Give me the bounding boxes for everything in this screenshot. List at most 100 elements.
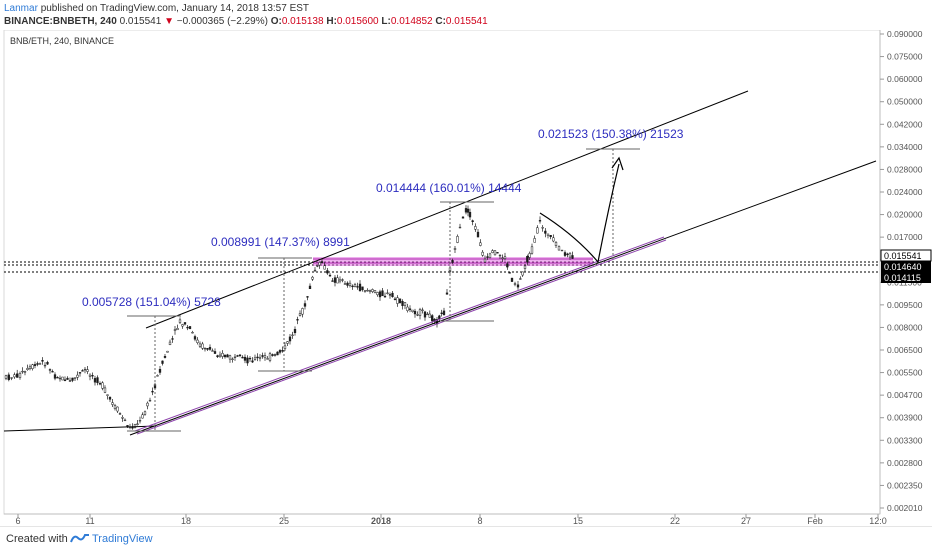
candle-body (438, 315, 441, 319)
candle-body (93, 378, 97, 383)
candle-body (557, 246, 561, 251)
price-chart[interactable]: BNB/ETH, 240, BINANCE 0.090000 0.075000 0.… (0, 30, 932, 526)
candle-body (560, 249, 564, 252)
purple-channel-line-1[interactable] (134, 236, 665, 432)
measure-4[interactable] (586, 148, 640, 262)
candle-body (126, 425, 129, 427)
candle-body (218, 354, 222, 357)
candle-body (468, 211, 472, 218)
measure-3[interactable] (440, 201, 494, 322)
candle-body (373, 290, 377, 293)
candle-body (533, 238, 536, 243)
annotation-2[interactable]: 0.008991 (147.37%) 8991 (211, 235, 350, 249)
candle-body (61, 376, 64, 381)
candle-body (101, 382, 104, 389)
candle-body (208, 347, 212, 350)
lower-base-line[interactable] (3, 425, 157, 432)
candle-body (301, 308, 304, 315)
purple-channel-line-2[interactable] (136, 239, 667, 435)
price-tick-label: 0.042000 (887, 119, 923, 129)
price-tick-label: 0.020000 (887, 210, 923, 220)
price-tick-label: 0.004700 (887, 390, 923, 400)
candle-body (566, 253, 569, 255)
price-tick-label: 0.008000 (887, 322, 923, 332)
chart-pane[interactable] (3, 30, 881, 515)
candle-body (33, 364, 37, 366)
time-axis[interactable]: 6 11 18 25 2018 8 15 22 27 Feb 12:0 (4, 513, 887, 526)
candles-group (4, 205, 574, 430)
candle-body (351, 285, 354, 288)
candle-body (458, 226, 462, 229)
candle-body (221, 353, 224, 357)
level2-badge-text: 0.014115 (884, 273, 921, 283)
symbol-label: BINANCE:BNBETH, 240 (4, 16, 117, 27)
price-axis[interactable]: 0.090000 0.075000 0.060000 0.050000 0.042000… (880, 30, 923, 513)
author-link[interactable]: Lanmar (4, 3, 38, 14)
candle-body (68, 380, 72, 382)
upper-channel-line[interactable] (145, 90, 749, 329)
candle-body (326, 270, 329, 274)
candle-body (343, 283, 347, 285)
measure-2[interactable] (258, 257, 312, 372)
price-tick-label: 0.090000 (887, 30, 923, 39)
level1-badge (881, 261, 931, 272)
candle-body (328, 274, 332, 277)
price-tick-label: 0.060000 (887, 74, 923, 84)
lower-channel-line[interactable] (129, 160, 877, 436)
candle-body (26, 368, 29, 370)
candle-body (268, 353, 272, 361)
candle-body (161, 360, 164, 364)
candle-body (266, 358, 269, 360)
candle-body (173, 329, 177, 332)
candle-body (541, 227, 544, 229)
candle-body (256, 356, 259, 359)
candle-body (261, 355, 264, 357)
candle-body (246, 357, 249, 364)
candle-body (388, 294, 392, 296)
candle-body (544, 230, 547, 234)
annotation-3[interactable]: 0.014444 (160.01%) 14444 (376, 181, 522, 195)
annotation-1[interactable]: 0.005728 (151.04%) 5728 (82, 295, 221, 309)
candle-body (156, 375, 159, 377)
candle-body (508, 272, 511, 274)
open-label: O: (270, 16, 282, 27)
candle-body (133, 423, 137, 428)
candle-body (445, 292, 449, 295)
candle-body (440, 312, 443, 314)
candle-body (363, 290, 367, 292)
tradingview-brand-link[interactable]: TradingView (92, 533, 153, 545)
candle-body (48, 369, 52, 371)
candle-body (506, 263, 509, 268)
price-tick-label: 0.024000 (887, 187, 923, 197)
candle-body (88, 374, 92, 377)
candle-body (146, 402, 149, 407)
candle-body (216, 355, 219, 358)
candle-body (28, 366, 32, 370)
candle-body (383, 295, 387, 298)
price-tick-label: 0.003300 (887, 435, 923, 445)
projection-path[interactable] (539, 163, 620, 264)
candle-body (523, 265, 527, 269)
candle-body (136, 423, 139, 425)
candle-body (286, 341, 289, 344)
measure-1[interactable] (127, 315, 181, 432)
candle-body (241, 356, 244, 359)
price-tick-label: 0.009500 (887, 300, 923, 310)
footer: Created with TradingView (0, 526, 932, 551)
candle-body (118, 413, 122, 415)
annotation-4[interactable]: 0.021523 (150.38%) 21523 (538, 127, 684, 141)
pane-title: BNB/ETH, 240, BINANCE (10, 36, 114, 46)
level1-badge-text: 0.014640 (884, 262, 922, 272)
tradingview-logo-icon[interactable] (70, 532, 90, 544)
candle-body (206, 348, 209, 350)
candle-body (66, 377, 69, 380)
candle-body (288, 336, 292, 342)
candle-body (71, 377, 74, 381)
candle-body (296, 319, 299, 321)
candle-body (281, 350, 284, 352)
price-tick-label: 0.028000 (887, 164, 923, 174)
candle-body (228, 355, 232, 360)
candle-body (361, 286, 364, 291)
price-tick-label: 0.075000 (887, 52, 923, 62)
candle-body (488, 253, 492, 258)
